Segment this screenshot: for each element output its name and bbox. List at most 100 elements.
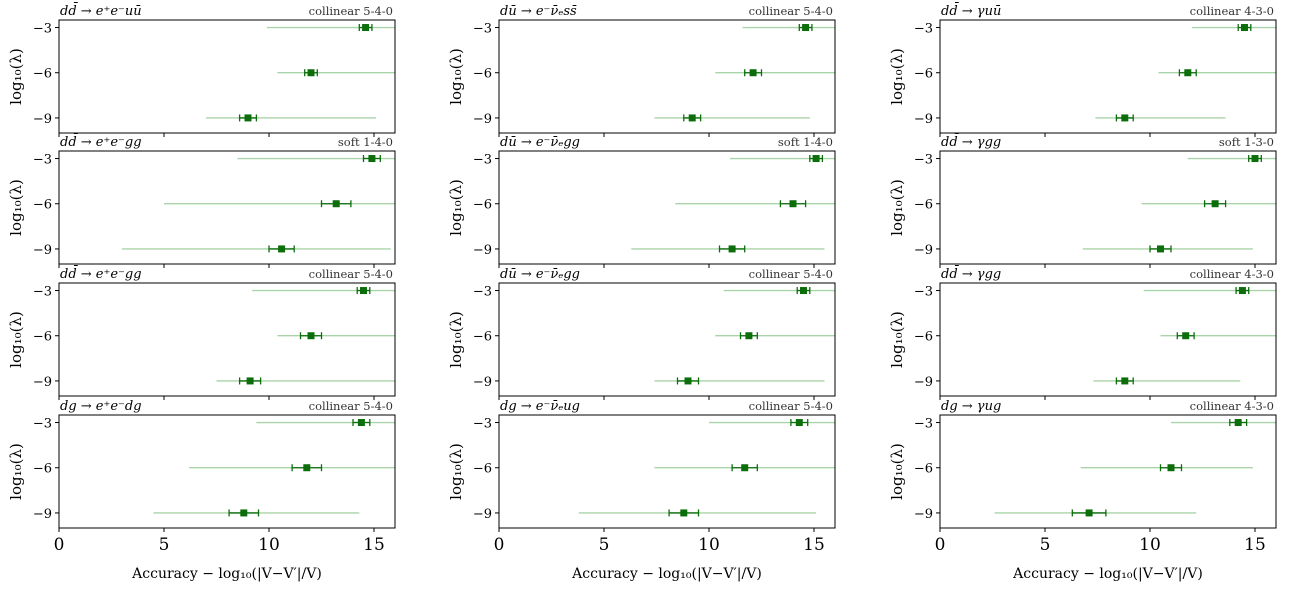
panel-corner-label: soft 1-4-0	[338, 135, 393, 149]
y-tick-label: −6	[33, 330, 52, 345]
panel-corner-label: collinear 4-3-0	[1190, 399, 1274, 413]
panel-corner-label: collinear 4-3-0	[1190, 4, 1274, 18]
x-axis-label: Accuracy − log₁₀(|V−V′|/V)	[131, 566, 322, 582]
y-tick-label: −3	[914, 285, 933, 300]
y-axis-label: log₁₀(λ)	[7, 179, 25, 236]
panel-title: dd̄ → e⁺e⁻gg	[60, 265, 142, 282]
axes-frame	[498, 150, 836, 265]
panel-8: dū → e⁻ν̄ₑgg collinear 5-4-0 −3 −6 −9 log₁₀(λ…	[447, 267, 836, 400]
y-tick-label: −9	[33, 112, 52, 127]
panel-title: dd̄ → γgg	[941, 265, 1001, 282]
axes-frame	[498, 19, 836, 134]
y-tick-label: −9	[473, 243, 492, 258]
data-point	[332, 200, 340, 208]
y-tick-label: −9	[914, 243, 933, 258]
y-tick-label: −3	[473, 22, 492, 37]
x-tick-label: 15	[1244, 535, 1266, 555]
panel-title: dd̄ → γuū	[941, 2, 1001, 19]
axes-frame	[498, 414, 836, 529]
data-point	[362, 24, 370, 32]
y-tick-label: −9	[914, 507, 933, 522]
panel-corner-label: collinear 5-4-0	[749, 399, 833, 413]
x-tick-label: 10	[1139, 535, 1161, 555]
x-tick-label: 15	[363, 535, 385, 555]
data-point	[307, 332, 315, 340]
x-tick-label: 0	[54, 535, 65, 555]
y-tick-label: −6	[473, 330, 492, 345]
data-point	[688, 114, 696, 122]
data-point	[360, 287, 367, 295]
panel-corner-label: collinear 5-4-0	[309, 4, 393, 18]
panel-title: dū → e⁻ν̄ₑss̄	[500, 4, 577, 19]
y-tick-label: −6	[914, 198, 933, 213]
data-point	[800, 287, 807, 295]
x-tick-label: 10	[258, 535, 280, 555]
data-point	[680, 509, 688, 517]
panel-10: dg → e⁺e⁻dg collinear 5-4-0 −3 −6 −90 5 10 15 lo…	[7, 399, 396, 582]
y-tick-label: −6	[33, 198, 52, 213]
axes-frame	[58, 414, 396, 529]
y-tick-label: −9	[473, 507, 492, 522]
x-tick-label: 10	[698, 535, 720, 555]
x-axis-label: Accuracy − log₁₀(|V−V′|/V)	[571, 566, 762, 582]
data-point	[1184, 69, 1192, 77]
y-tick-label: −9	[473, 112, 492, 127]
axes-frame	[58, 150, 396, 265]
data-point	[240, 509, 248, 517]
data-point	[1121, 377, 1129, 385]
data-point	[741, 464, 749, 472]
data-point	[802, 24, 810, 32]
x-tick-label: 0	[935, 535, 946, 555]
panel-9: dd̄ → γgg collinear 4-3-0 −3 −6 −9 log₁₀(λ)	[888, 265, 1277, 400]
panel-corner-label: collinear 5-4-0	[749, 267, 833, 281]
data-point	[368, 155, 376, 163]
y-axis-label: log₁₀(λ)	[447, 48, 465, 105]
y-axis-label: log₁₀(λ)	[447, 443, 465, 500]
y-tick-label: −9	[33, 375, 52, 390]
panel-title: dū → e⁻ν̄ₑgg	[500, 135, 580, 150]
data-point	[1182, 332, 1190, 340]
y-tick-label: −9	[33, 507, 52, 522]
data-point	[1238, 287, 1246, 295]
panel-corner-label: collinear 5-4-0	[749, 4, 833, 18]
y-axis-label: log₁₀(λ)	[447, 179, 465, 236]
panel-12: dg → γug collinear 4-3-0 −3 −6 −90 5 10 15 log₁₀…	[888, 399, 1277, 582]
y-tick-label: −3	[33, 153, 52, 168]
x-axis-label: Accuracy − log₁₀(|V−V′|/V)	[1012, 566, 1203, 582]
y-tick-label: −9	[473, 375, 492, 390]
data-point	[246, 377, 254, 385]
y-tick-label: −6	[914, 330, 933, 345]
panel-corner-label: collinear 5-4-0	[309, 399, 393, 413]
panel-title: dg → e⁻ν̄ₑug	[500, 399, 580, 414]
y-tick-label: −3	[473, 285, 492, 300]
x-tick-label: 15	[803, 535, 825, 555]
panel-corner-label: collinear 4-3-0	[1190, 267, 1274, 281]
axes-frame	[939, 150, 1277, 265]
data-point	[1167, 464, 1175, 472]
data-point	[1157, 245, 1164, 253]
panel-title: dg → γug	[941, 399, 1001, 414]
panel-title: dū → e⁻ν̄ₑgg	[500, 267, 580, 282]
data-point	[684, 377, 692, 385]
panel-title: dd̄ → e⁺e⁻gg	[60, 133, 142, 150]
panel-corner-label: soft 1-4-0	[778, 135, 833, 149]
data-point	[728, 245, 736, 253]
y-tick-label: −6	[473, 462, 492, 477]
y-tick-label: −6	[914, 67, 933, 82]
panel-11: dg → e⁻ν̄ₑug collinear 5-4-0 −3 −6 −90 5 10 15 l…	[447, 399, 836, 582]
y-tick-label: −3	[33, 22, 52, 37]
y-axis-label: log₁₀(λ)	[888, 179, 906, 236]
panel-title: dg → e⁺e⁻dg	[60, 399, 142, 414]
y-tick-label: −6	[473, 198, 492, 213]
panel-title: dd̄ → e⁺e⁻uū	[60, 2, 142, 19]
panel-6: dd̄ → γgg soft 1-3-0 −3 −6 −9 log₁₀(λ)	[888, 133, 1277, 268]
y-tick-label: −6	[473, 67, 492, 82]
y-tick-label: −6	[914, 462, 933, 477]
y-tick-label: −9	[914, 375, 933, 390]
y-axis-label: log₁₀(λ)	[7, 311, 25, 368]
y-tick-label: −6	[33, 462, 52, 477]
y-axis-label: log₁₀(λ)	[7, 443, 25, 500]
panel-1: dd̄ → e⁺e⁻uū collinear 5-4-0 −3 −6 −9 log₁₀(λ…	[7, 2, 396, 137]
data-point	[812, 155, 820, 163]
